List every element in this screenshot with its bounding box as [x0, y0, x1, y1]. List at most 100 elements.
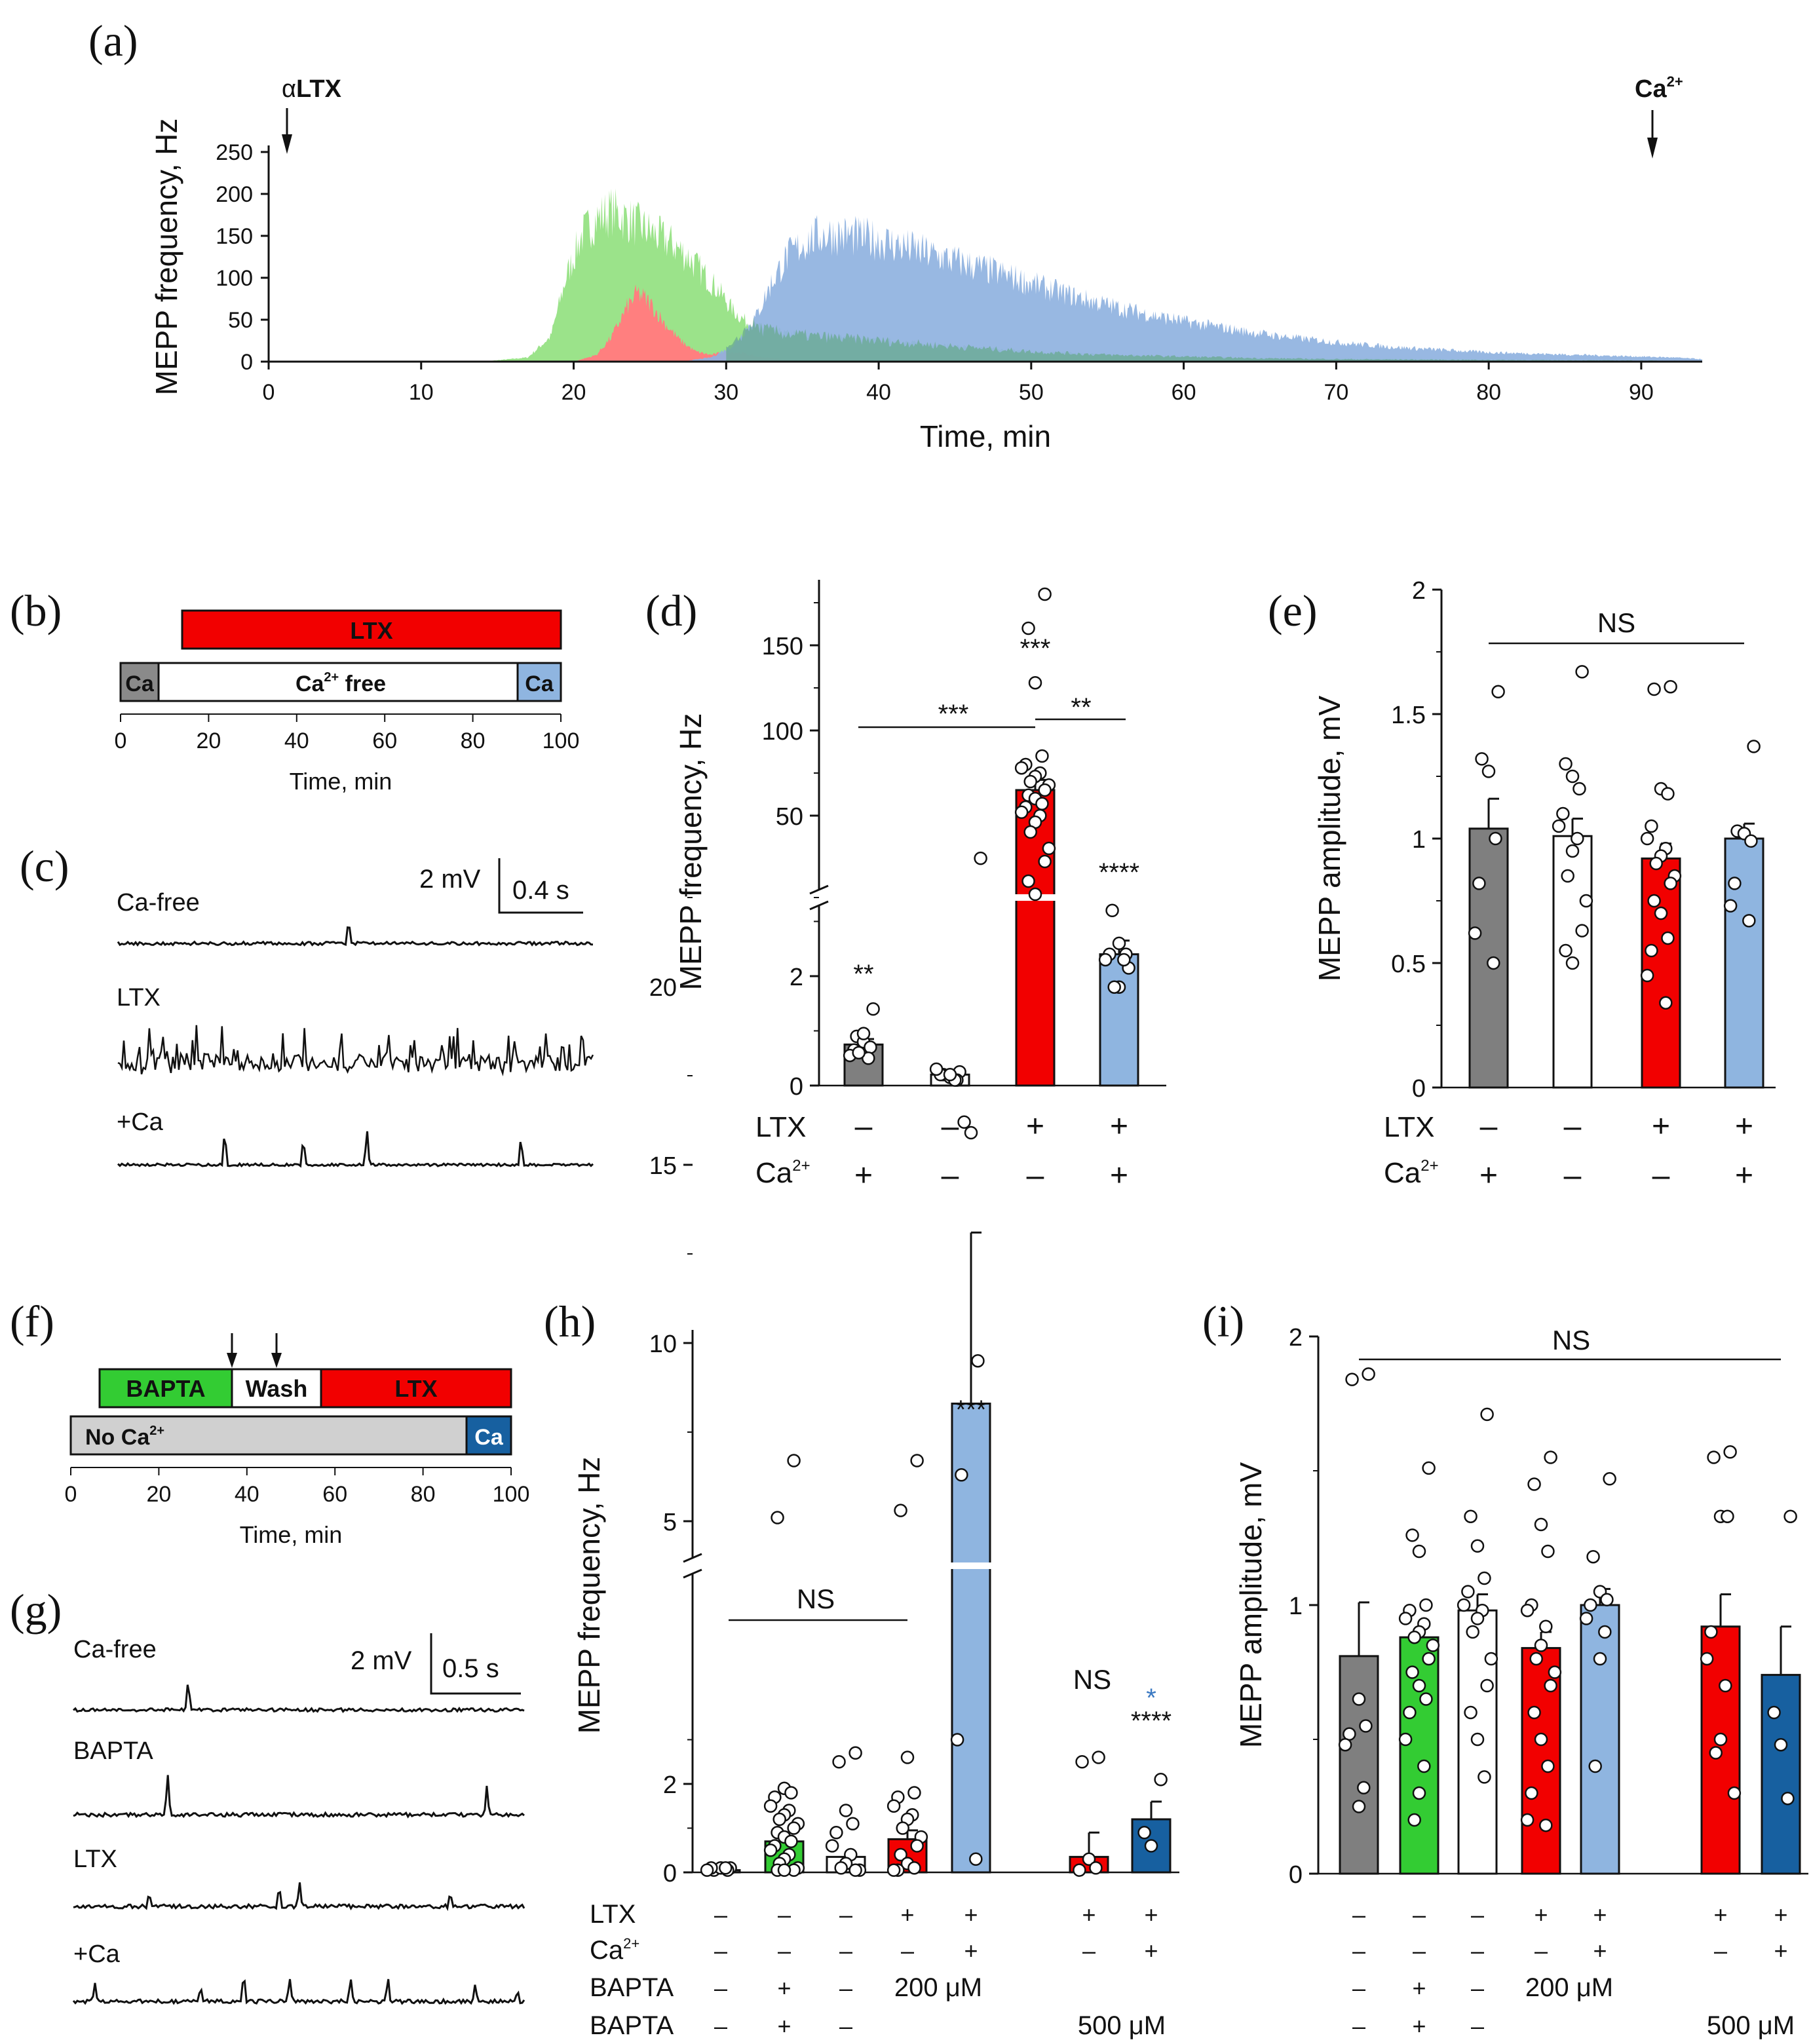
data-point	[1403, 1705, 1417, 1720]
bar-5	[1580, 1604, 1620, 1875]
data-point	[1487, 956, 1500, 970]
y-tick-label: 0	[663, 1860, 677, 1887]
data-point	[1457, 1598, 1471, 1612]
data-point	[1541, 1759, 1555, 1773]
y-tick-label: 1	[1412, 826, 1426, 854]
tick-label: 100	[543, 729, 580, 753]
ltx-bar-f-label: LTX	[394, 1375, 437, 1402]
g-trace-ltx	[73, 1882, 525, 1912]
data-point	[1038, 587, 1052, 601]
data-point	[848, 1746, 862, 1760]
i-ca-1: –	[1352, 1937, 1365, 1964]
data-point	[1098, 953, 1113, 967]
data-point	[1584, 1598, 1597, 1612]
significance-label: ****	[1099, 858, 1139, 887]
y-tick-label: 50	[776, 803, 803, 831]
c-trace-label-ca: +Ca	[117, 1108, 164, 1136]
y-tick-label: 2	[790, 964, 803, 991]
data-point	[1747, 740, 1761, 753]
data-point	[929, 1062, 944, 1076]
wash-arrowhead-2	[271, 1353, 282, 1368]
x-tick-label: 90	[1629, 380, 1654, 405]
ltx-bar	[181, 609, 562, 650]
data-point	[1520, 1813, 1535, 1827]
data-point	[763, 1844, 778, 1857]
panel-label-b: (b)	[10, 586, 62, 635]
data-point	[1559, 943, 1573, 958]
g-trace-cafree	[73, 1684, 525, 1713]
significance-extra: *	[1146, 1684, 1156, 1713]
i-bapta1-3: –	[1471, 1975, 1484, 2001]
e-ltx-val-1: –	[1480, 1109, 1498, 1144]
x-tick-label: 50	[1019, 380, 1044, 405]
data-point	[907, 1786, 921, 1800]
h-ltx-4: +	[900, 1901, 914, 1928]
data-point	[1023, 825, 1037, 839]
g-trace-label-bapta: BAPTA	[73, 1737, 153, 1765]
panel-label-f: (f)	[10, 1296, 54, 1346]
c-trace-label-cafree: Ca-free	[117, 889, 200, 917]
c-trace-ltx	[117, 1025, 594, 1076]
d-row-ca-label: Ca2+	[755, 1157, 810, 1189]
data-point	[856, 1027, 871, 1040]
data-point	[1565, 844, 1580, 858]
data-point	[1464, 1705, 1477, 1720]
data-point	[1405, 1665, 1419, 1679]
panel-h-conditions: LTX Ca2+ BAPTA BAPTA – – – + + + + – – –…	[590, 1900, 1166, 2040]
tick-label: 20	[196, 729, 221, 753]
x-tick-label: 70	[1324, 380, 1348, 405]
data-point	[1552, 819, 1566, 833]
data-point	[1534, 1732, 1548, 1747]
panel-label-a: (a)	[88, 16, 138, 66]
g-trace-label-cafree: Ca-free	[73, 1636, 157, 1663]
data-point	[1548, 1665, 1562, 1679]
panel-a-annotations: αLTX Ca2+	[282, 73, 1683, 159]
y-tick-label: 150	[216, 224, 253, 249]
data-point	[1075, 1755, 1089, 1769]
panel-f-xlabel: Time, min	[240, 1521, 343, 1548]
x-tick-label: 20	[562, 380, 586, 405]
g-trace-label-ltx: LTX	[73, 1845, 117, 1873]
data-point	[1565, 956, 1580, 970]
y-tick-label: 10	[649, 1331, 677, 1358]
data-point	[907, 1861, 921, 1875]
data-point	[1664, 877, 1677, 890]
d-row-ltx-label: LTX	[755, 1111, 806, 1143]
wash-bar-label: Wash	[246, 1375, 308, 1402]
data-point	[1491, 685, 1505, 699]
bar-break-gap	[951, 1562, 991, 1569]
tick-label: 40	[284, 729, 309, 753]
panel-g-traces: Ca-free BAPTA LTX +Ca 2 mV 0.5 s	[72, 1633, 525, 2005]
data-point	[1561, 869, 1574, 883]
data-point	[1021, 874, 1035, 888]
data-point	[1073, 1863, 1086, 1877]
ns-label-2: NS	[1073, 1664, 1111, 1695]
bar-1	[1339, 1655, 1379, 1875]
h-ltx-1: –	[714, 1901, 727, 1928]
data-point	[1520, 1603, 1535, 1618]
y-tick-label: 2	[1412, 577, 1426, 605]
e-ltx-val-2: –	[1564, 1109, 1582, 1144]
data-point	[719, 1861, 733, 1875]
h-ca-3: –	[839, 1937, 852, 1964]
ca-start-label: Ca	[125, 672, 155, 696]
data-point	[1477, 1770, 1491, 1784]
i-ca-4: –	[1535, 1937, 1548, 1964]
data-point	[971, 1353, 985, 1368]
wash-arrowhead-1	[227, 1353, 237, 1368]
panel-a-time-course: 0 10 20 30 40 50 60 70 80 90 0 50 100 150 200 250 Time, …	[149, 119, 1702, 453]
data-point	[1082, 1852, 1096, 1866]
no-ca-label: No Ca2+	[85, 1424, 164, 1450]
data-point	[964, 1126, 978, 1140]
bracket-1-label: ***	[938, 700, 969, 729]
data-point	[1105, 903, 1119, 918]
data-point	[1781, 1791, 1795, 1806]
x-tick-label: 60	[1172, 380, 1196, 405]
h-row-ca-label: Ca2+	[590, 1935, 639, 1965]
bar-7	[1761, 1674, 1801, 1875]
panel-e-amplitude: 0 0.5 1 1.5 2 MEPP amplitude, mV NS	[1312, 577, 1776, 1103]
h-bapta2-3: –	[839, 2013, 852, 2039]
data-point	[1417, 1759, 1431, 1773]
i-bapta1-1: –	[1352, 1975, 1365, 2001]
